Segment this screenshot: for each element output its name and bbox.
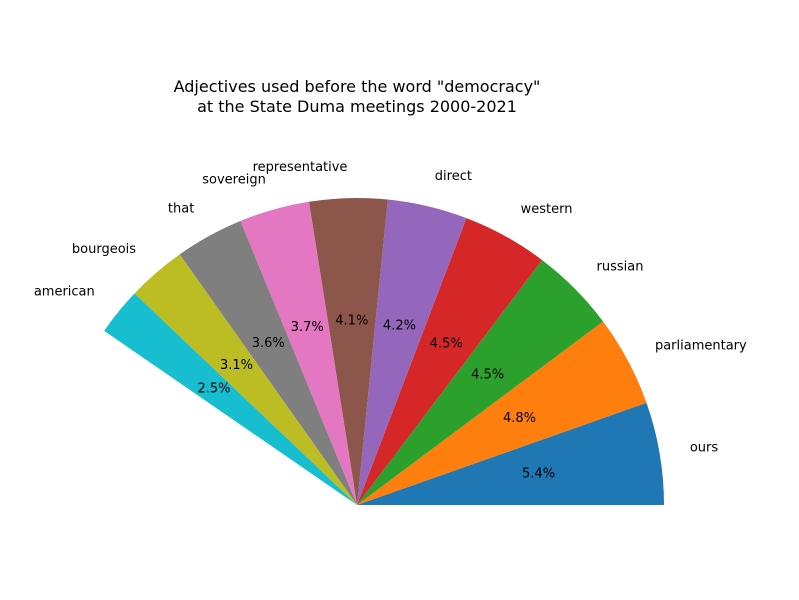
pie-percent-label: 3.6% xyxy=(252,336,285,351)
pie-slices xyxy=(104,198,664,506)
chart-title-line-1: Adjectives used before the word "democra… xyxy=(174,77,541,96)
pie-category-label: russian xyxy=(597,259,644,274)
pie-slice-that xyxy=(179,221,357,506)
chart-title: Adjectives used before the word "democra… xyxy=(174,77,541,116)
pie-percent-label: 4.5% xyxy=(430,336,463,351)
pie-category-label: representative xyxy=(253,160,348,175)
pie-slice-sovereign xyxy=(240,201,357,506)
pie-slice-direct xyxy=(357,199,467,505)
pie-category-label: that xyxy=(168,202,194,217)
pie-percent-label: 3.1% xyxy=(220,358,253,373)
pie-category-label: american xyxy=(34,285,95,300)
pie-category-labels: ours parliamentary russian western direct rep… xyxy=(34,160,747,456)
pie-slice-american xyxy=(104,293,357,505)
pie-category-label: sovereign xyxy=(202,172,266,187)
pie-slice-bourgeois xyxy=(134,254,357,505)
pie-slice-representative xyxy=(308,198,388,505)
pie-percent-label: 3.7% xyxy=(291,320,324,335)
pie-percent-label: 4.2% xyxy=(383,318,416,333)
pie-category-label: bourgeois xyxy=(72,242,136,257)
pie-slice-ours xyxy=(357,402,664,505)
pie-slice-parliamentary xyxy=(357,321,647,505)
pie-percent-label: 5.4% xyxy=(522,466,555,481)
pie-category-label: direct xyxy=(435,169,472,184)
chart-title-line-2: at the State Duma meetings 2000-2021 xyxy=(197,97,517,116)
pie-category-label: parliamentary xyxy=(655,339,747,354)
pie-percent-label: 4.1% xyxy=(335,313,368,328)
pie-percent-labels: 5.4% 4.8% 4.5% 4.5% 4.2% 4.1% 3.7% 3.6% 3.1% 2.5% xyxy=(197,313,555,481)
pie-percent-label: 2.5% xyxy=(197,381,230,396)
pie-slice-russian xyxy=(357,260,604,505)
pie-slice-western xyxy=(357,218,543,505)
pie-category-label: ours xyxy=(690,440,719,455)
pie-percent-label: 4.8% xyxy=(503,411,536,426)
pie-category-label: western xyxy=(521,202,573,217)
pie-percent-label: 4.5% xyxy=(471,368,504,383)
